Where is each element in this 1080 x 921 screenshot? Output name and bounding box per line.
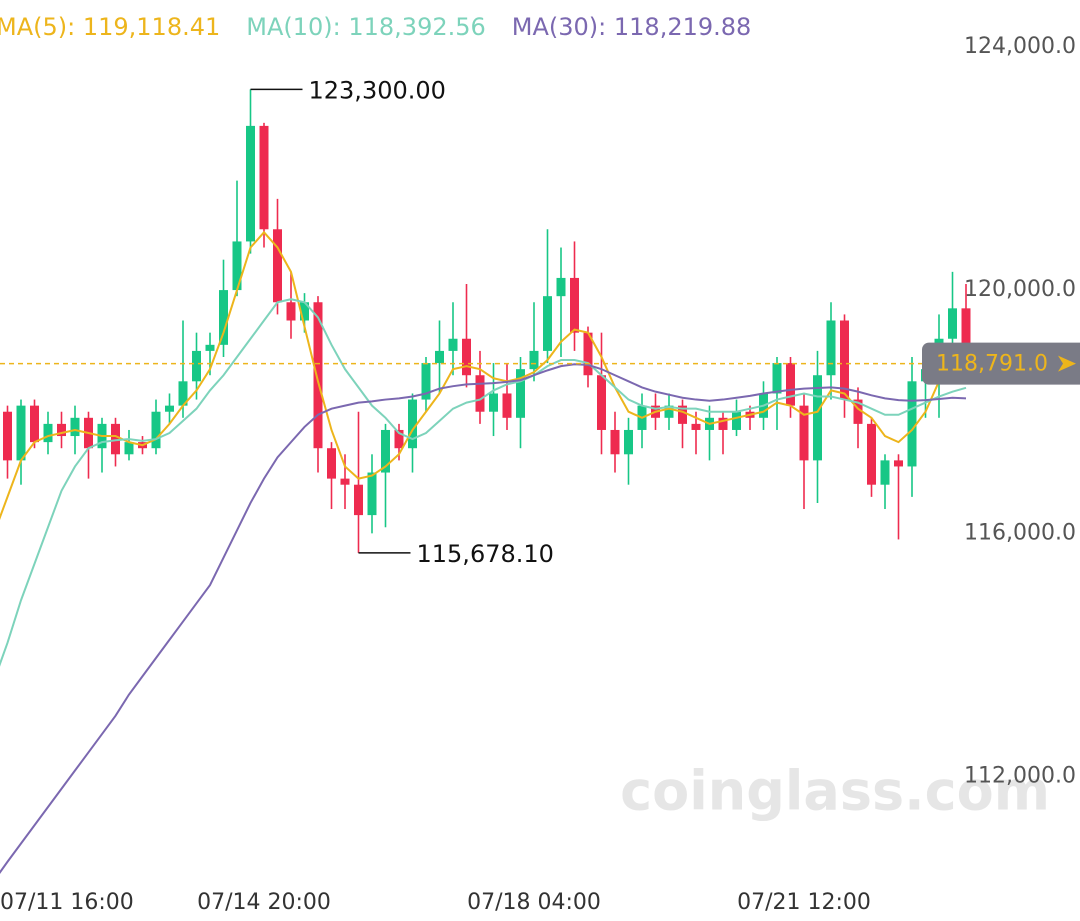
candle-body: [43, 423, 53, 443]
candle-body: [813, 375, 822, 461]
candle-body: [543, 296, 552, 351]
candle-body: [313, 302, 323, 449]
candle-body: [340, 478, 350, 485]
candle-body: [246, 125, 255, 242]
candle-body: [489, 393, 498, 412]
watermark: coinglass.com: [620, 760, 1050, 823]
ma-line: [0, 363, 967, 874]
candle-body: [421, 363, 431, 400]
candle-body: [16, 405, 26, 461]
x-tick-label: 07/11 16:00: [0, 890, 134, 915]
candle-body: [192, 350, 201, 382]
candle-body: [448, 338, 458, 351]
candle-body: [840, 320, 849, 400]
y-tick-label: 120,000.0: [964, 277, 1076, 302]
candle-body: [907, 381, 917, 467]
y-tick-label: 112,000.0: [964, 764, 1076, 789]
legend: MA(5): 119,118.41 MA(10): 118,392.56 MA(30…: [0, 13, 751, 41]
candle-body: [124, 442, 134, 455]
candle-body: [475, 375, 485, 412]
candle-body: [300, 302, 309, 321]
candle-body: [70, 417, 80, 437]
high-label: 123,300.00: [309, 76, 446, 104]
candle-body: [57, 423, 66, 437]
candle-body: [867, 423, 876, 485]
candle-body: [691, 423, 701, 430]
candle-body: [205, 344, 215, 351]
candle-body: [718, 417, 728, 430]
last-price-tag: [922, 342, 1080, 385]
candle-body: [664, 405, 674, 418]
candle-body: [948, 308, 957, 339]
legend-entry: MA(30): 118,219.88: [512, 13, 752, 41]
candle-body: [259, 125, 269, 230]
candle-body: [894, 460, 903, 467]
candle-body: [597, 375, 606, 430]
candle-body: [786, 363, 795, 406]
legend-entry: MA(5): 119,118.41: [0, 13, 220, 41]
candle-body: [961, 308, 971, 364]
candle-body: [111, 423, 120, 455]
plot-area: 112,000.0 116,000.0 120,000.0 124,000.0 07/1…: [0, 34, 1080, 915]
candle-body: [583, 332, 593, 376]
candle-body: [3, 411, 12, 461]
candle-body: [678, 405, 687, 424]
legend-entry: MA(10): 118,392.56: [246, 13, 486, 41]
candle-body: [772, 363, 782, 394]
candle-body: [516, 369, 525, 418]
candle-body: [502, 393, 512, 418]
candle-body: [556, 277, 566, 297]
x-tick-label: 07/14 20:00: [197, 890, 331, 915]
ma-line: [0, 298, 967, 667]
candle-body: [151, 411, 161, 449]
candle-body: [219, 290, 228, 345]
candle-body: [30, 405, 39, 443]
candle-body: [327, 448, 336, 479]
candle-body: [880, 460, 890, 485]
candle-body: [853, 399, 863, 424]
last-price-label: 118,791.0: [936, 352, 1048, 377]
low-label: 115,678.10: [417, 540, 554, 568]
candle-body: [624, 429, 633, 455]
candle-body: [381, 429, 390, 473]
candle-body: [394, 429, 404, 449]
x-tick-label: 07/18 04:00: [467, 890, 601, 915]
last-price-arrow: [1058, 355, 1076, 372]
candle-body: [610, 429, 620, 455]
candle-body: [732, 411, 741, 430]
candle-body: [435, 350, 444, 364]
candle-body: [273, 229, 282, 303]
x-tick-label: 07/21 12:00: [737, 890, 871, 915]
candle-body: [529, 350, 539, 370]
candle-body: [165, 405, 174, 412]
candle-body: [232, 241, 242, 291]
candle-body: [286, 302, 296, 321]
candle-body: [367, 472, 377, 516]
candle-body: [408, 399, 417, 449]
candle-body: [826, 320, 836, 376]
candle-body: [799, 405, 809, 461]
y-tick-label: 124,000.0: [964, 34, 1076, 59]
candle-body: [462, 338, 471, 376]
candle-body: [354, 484, 363, 516]
y-tick-label: 116,000.0: [964, 520, 1076, 545]
candle-body: [570, 277, 579, 333]
candle-body: [178, 381, 188, 406]
